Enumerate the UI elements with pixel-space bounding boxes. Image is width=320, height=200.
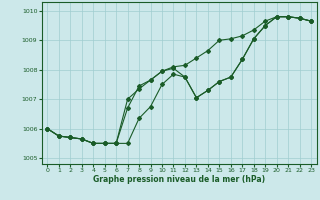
- X-axis label: Graphe pression niveau de la mer (hPa): Graphe pression niveau de la mer (hPa): [93, 175, 265, 184]
